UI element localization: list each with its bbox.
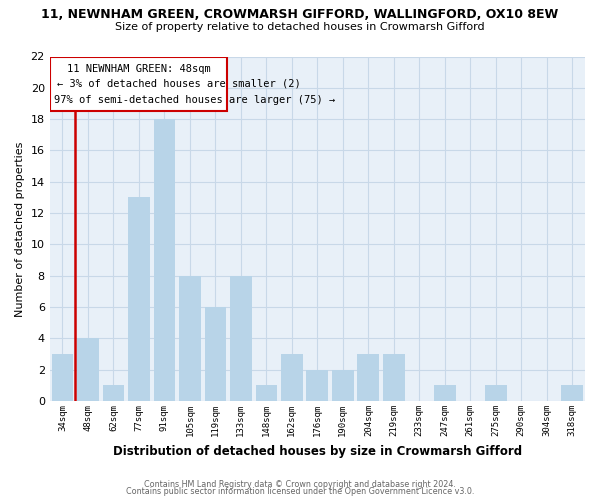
Text: Contains public sector information licensed under the Open Government Licence v3: Contains public sector information licen… <box>126 488 474 496</box>
Bar <box>154 119 175 401</box>
Text: Contains HM Land Registry data © Crown copyright and database right 2024.: Contains HM Land Registry data © Crown c… <box>144 480 456 489</box>
Bar <box>307 370 328 401</box>
X-axis label: Distribution of detached houses by size in Crowmarsh Gifford: Distribution of detached houses by size … <box>113 444 522 458</box>
Bar <box>332 370 353 401</box>
Text: Size of property relative to detached houses in Crowmarsh Gifford: Size of property relative to detached ho… <box>115 22 485 32</box>
Bar <box>179 276 201 401</box>
Bar <box>52 354 73 401</box>
Bar <box>434 386 455 401</box>
Bar <box>256 386 277 401</box>
Text: ← 3% of detached houses are smaller (2): ← 3% of detached houses are smaller (2) <box>56 79 300 89</box>
Bar <box>103 386 124 401</box>
Text: 97% of semi-detached houses are larger (75) →: 97% of semi-detached houses are larger (… <box>54 96 335 106</box>
Text: 11 NEWNHAM GREEN: 48sqm: 11 NEWNHAM GREEN: 48sqm <box>67 64 211 74</box>
Text: 11, NEWNHAM GREEN, CROWMARSH GIFFORD, WALLINGFORD, OX10 8EW: 11, NEWNHAM GREEN, CROWMARSH GIFFORD, WA… <box>41 8 559 20</box>
Bar <box>128 198 150 401</box>
Y-axis label: Number of detached properties: Number of detached properties <box>15 141 25 316</box>
FancyBboxPatch shape <box>50 58 227 110</box>
Bar <box>281 354 302 401</box>
Bar <box>383 354 404 401</box>
Bar <box>205 307 226 401</box>
Bar <box>358 354 379 401</box>
Bar <box>562 386 583 401</box>
Bar <box>485 386 506 401</box>
Bar <box>77 338 99 401</box>
Bar <box>230 276 251 401</box>
